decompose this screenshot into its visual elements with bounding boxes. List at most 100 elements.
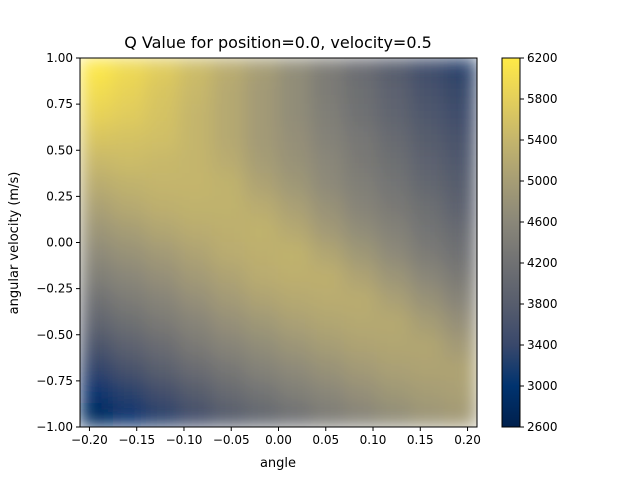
x-axis-label: angle	[260, 456, 296, 471]
heatmap-cell	[311, 288, 346, 313]
heatmap-cell	[112, 149, 147, 174]
heatmap-cell	[410, 311, 445, 336]
x-tick-label: −0.15	[118, 433, 155, 447]
x-tick-label: 0.00	[265, 433, 292, 447]
heatmap-cell	[311, 195, 346, 220]
heatmap-cell	[377, 172, 412, 197]
heatmap-cell	[80, 288, 114, 313]
colorbar-tick-label: 4200	[527, 256, 558, 270]
heatmap-cell	[311, 265, 346, 290]
heatmap-cell	[244, 195, 279, 220]
heatmap-cell	[278, 380, 313, 405]
colorbar-tick-label: 5000	[527, 174, 558, 188]
colorbar: 6200 5800 5400 5000 4600 4200 3800 3400 3000 2600	[501, 51, 558, 434]
heatmap-cell	[377, 218, 412, 243]
heatmap-cell	[244, 126, 279, 151]
heatmap-cell	[344, 103, 379, 128]
colorbar-tick-label: 2600	[527, 420, 558, 434]
heatmap-cell	[244, 218, 279, 243]
heatmap-cell	[145, 265, 180, 290]
heatmap-cell	[278, 311, 313, 336]
heatmap-cell	[410, 195, 445, 220]
colorbar-tick-label: 6200	[527, 51, 558, 65]
heatmap-cell	[377, 126, 412, 151]
heatmap-cell	[145, 149, 180, 174]
heatmap-cell	[377, 80, 412, 105]
heatmap-cell	[178, 103, 213, 128]
heatmap-cell	[145, 126, 180, 151]
heatmap-cell	[377, 380, 412, 405]
heatmap-cell	[211, 80, 246, 105]
heatmap-cell	[244, 357, 279, 382]
heatmap-cell	[311, 311, 346, 336]
heatmap-cell	[145, 380, 180, 405]
x-tick-label: 0.05	[312, 433, 339, 447]
heatmap-cell	[112, 265, 147, 290]
y-tick-label: −0.50	[36, 328, 73, 342]
heatmap-cell	[178, 380, 213, 405]
x-tick-label: 0.20	[454, 433, 481, 447]
y-tick-label: 0.75	[46, 97, 73, 111]
y-tick-label: 0.25	[46, 189, 73, 203]
heatmap-cell	[80, 58, 114, 82]
y-tick-label: −0.25	[36, 282, 73, 296]
heatmap-cell	[443, 172, 477, 197]
x-tick-label: 0.10	[360, 433, 387, 447]
heatmap-cell	[112, 311, 147, 336]
heatmap-cell	[145, 195, 180, 220]
heatmap-cell	[410, 403, 445, 427]
y-tick-label: 1.00	[46, 51, 73, 65]
heatmap-cell	[443, 195, 477, 220]
heatmap-cell	[211, 149, 246, 174]
heatmap-cell	[443, 149, 477, 174]
heatmap-cell	[344, 242, 379, 267]
heatmap-cell	[443, 311, 477, 336]
heatmap-cell	[211, 288, 246, 313]
heatmap-cell	[211, 218, 246, 243]
heatmap-cell	[244, 58, 279, 82]
heatmap-cell	[377, 103, 412, 128]
heatmap-cell	[278, 334, 313, 359]
chart-title: Q Value for position=0.0, velocity=0.5	[124, 33, 432, 52]
heatmap-cell	[377, 403, 412, 427]
heatmap-cell	[80, 403, 114, 427]
heatmap-cell	[377, 149, 412, 174]
heatmap-cell	[311, 380, 346, 405]
colorbar-tick-label: 5400	[527, 133, 558, 147]
heatmap-cell	[278, 218, 313, 243]
heatmap-cell	[443, 334, 477, 359]
heatmap-cell	[377, 242, 412, 267]
y-axis-label: angular velocity (m/s)	[7, 172, 22, 315]
colorbar-tick-label: 5800	[527, 92, 558, 106]
x-tick-label: −0.05	[213, 433, 250, 447]
heatmap-cell	[410, 58, 445, 82]
heatmap-cells	[80, 58, 477, 427]
heatmap-cell	[80, 311, 114, 336]
heatmap-cell	[443, 58, 477, 82]
heatmap-cell	[344, 380, 379, 405]
heatmap-cell	[211, 172, 246, 197]
plot-area	[79, 57, 478, 428]
heatmap-cell	[377, 357, 412, 382]
heatmap-cell	[278, 242, 313, 267]
heatmap-cell	[80, 80, 114, 105]
heatmap-cell	[244, 334, 279, 359]
heatmap-cell	[278, 172, 313, 197]
y-tick-label: 0.50	[46, 143, 73, 157]
y-axis-ticks: 1.00 0.75 0.50 0.25 0.00 −0.25 −0.50 −0.75 −1.00	[36, 51, 80, 434]
heatmap-cell	[244, 265, 279, 290]
heatmap-cell	[112, 126, 147, 151]
heatmap-cell	[211, 311, 246, 336]
heatmap-cell	[178, 218, 213, 243]
heatmap-cell	[178, 403, 213, 427]
heatmap-cell	[112, 195, 147, 220]
heatmap-cell	[410, 218, 445, 243]
heatmap-cell	[410, 80, 445, 105]
heatmap-cell	[178, 126, 213, 151]
heatmap-cell	[278, 403, 313, 427]
heatmap-cell	[211, 334, 246, 359]
heatmap-cell	[145, 218, 180, 243]
colorbar-ticks: 6200 5800 5400 5000 4600 4200 3800 3400 3000 2600	[520, 51, 558, 434]
y-tick-label: −0.75	[36, 374, 73, 388]
